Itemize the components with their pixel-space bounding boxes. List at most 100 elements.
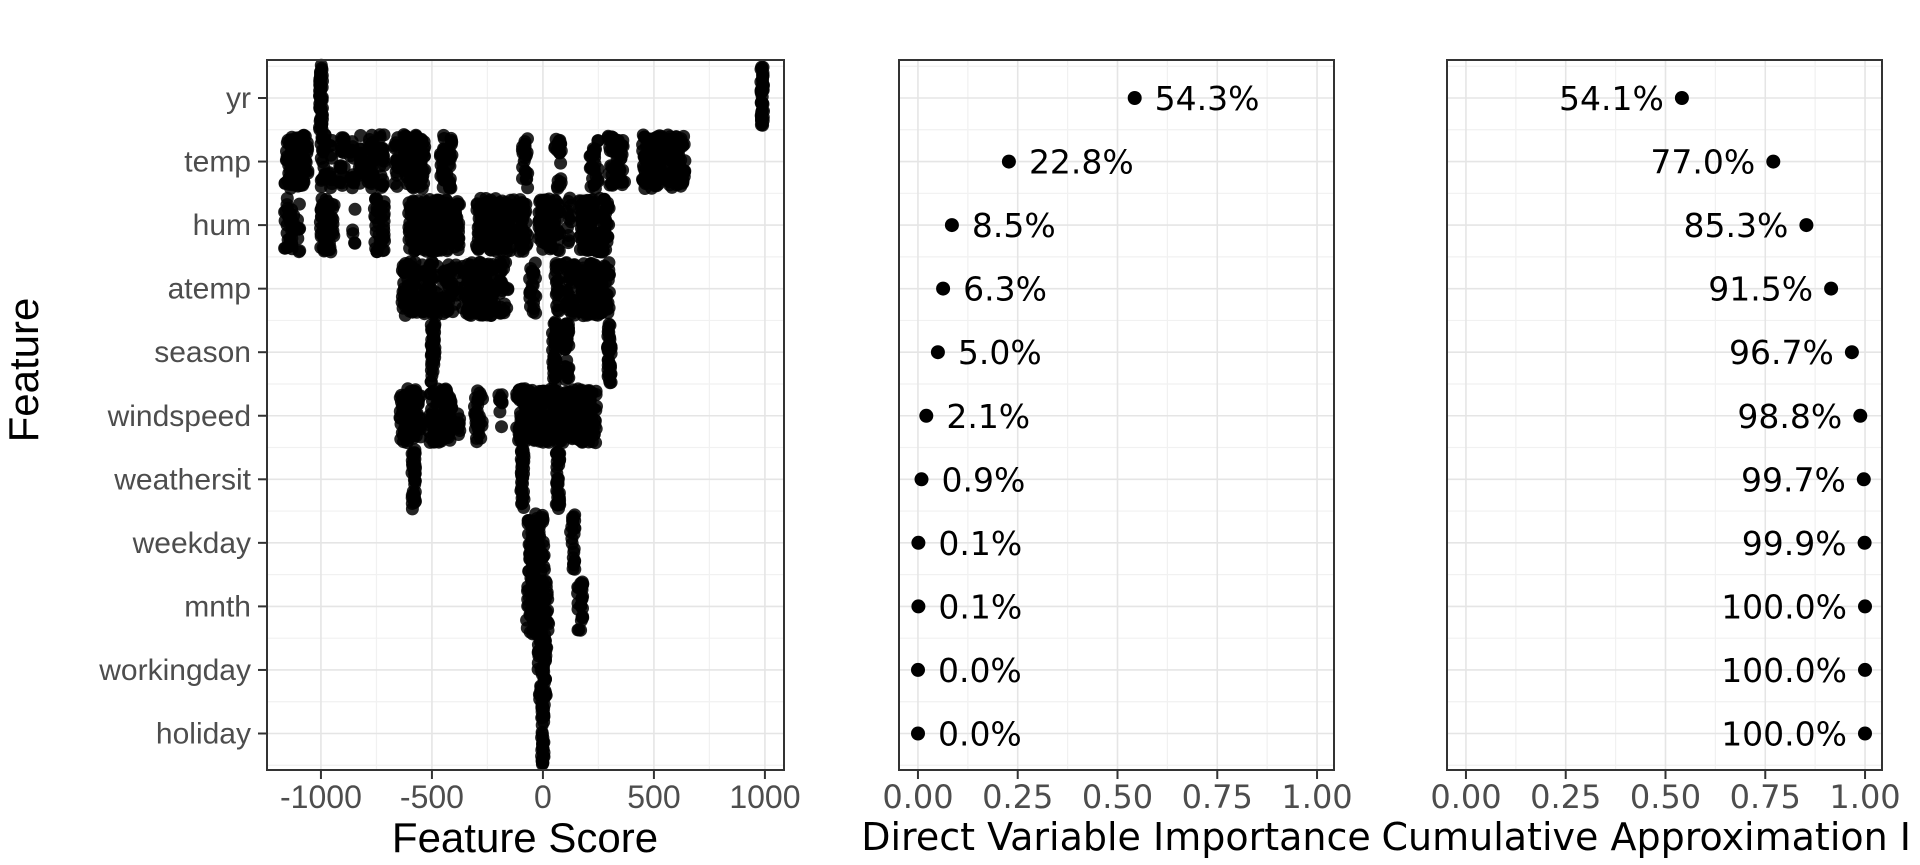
point-label: 5.0%	[958, 333, 1042, 372]
point	[552, 385, 566, 399]
point	[558, 360, 572, 374]
point	[315, 110, 329, 124]
point-label: 54.3%	[1155, 79, 1260, 118]
point	[602, 325, 616, 339]
point	[493, 393, 506, 407]
point	[560, 204, 574, 218]
point	[523, 547, 537, 561]
point	[292, 161, 306, 175]
point	[548, 332, 562, 346]
point	[578, 433, 592, 447]
point	[528, 398, 542, 412]
point	[588, 143, 602, 157]
point	[376, 173, 390, 187]
point	[554, 176, 568, 190]
point	[444, 181, 458, 195]
point	[520, 613, 534, 627]
point	[515, 455, 529, 469]
point	[526, 278, 540, 292]
point	[584, 257, 598, 270]
point	[643, 149, 657, 163]
y-tick-label-windspeed: windspeed	[107, 400, 251, 433]
strip-points	[278, 58, 770, 771]
point-label: 0.0%	[938, 715, 1022, 754]
point	[568, 554, 582, 568]
point	[376, 152, 390, 166]
point	[436, 169, 450, 183]
point	[562, 303, 576, 317]
point	[348, 236, 362, 250]
x-axis-title-direct-importance: Direct Variable Importance	[861, 815, 1371, 859]
point	[581, 402, 595, 416]
point	[408, 474, 422, 488]
point	[575, 234, 589, 248]
point	[535, 725, 549, 739]
point	[536, 209, 550, 223]
point	[530, 611, 544, 625]
y-tick-label-workingday: workingday	[98, 654, 251, 687]
point-label: 54.1%	[1559, 79, 1664, 118]
point	[518, 206, 532, 220]
point	[636, 138, 650, 152]
point	[297, 175, 311, 189]
point	[476, 279, 490, 293]
point	[280, 150, 294, 164]
point-label: 0.9%	[942, 460, 1026, 499]
y-tick-label-weekday: weekday	[132, 527, 251, 560]
point	[376, 141, 390, 155]
point	[600, 288, 614, 302]
point	[388, 177, 402, 190]
point	[427, 284, 441, 298]
point	[403, 159, 417, 173]
point	[323, 228, 337, 242]
point	[528, 531, 542, 545]
y-tick-label-temp: temp	[184, 146, 251, 179]
x-tick-label: -1000	[280, 779, 362, 815]
y-tick-label-holiday: holiday	[156, 718, 251, 751]
point	[403, 139, 417, 153]
panel-direct-importance: 54.3% 22.8% 8.5% 6.3% 5.0% 2.1% 0.9% 0.1% 0.1% 0.…	[882, 59, 1353, 816]
panel-cumulative-importance: 54.1% 77.0% 85.3% 91.5% 96.7% 98.8% 99.7% 99.9%…	[1430, 59, 1901, 816]
point	[427, 328, 441, 342]
point	[551, 472, 565, 486]
point	[324, 148, 338, 162]
point-label: 6.3%	[963, 270, 1047, 309]
point	[481, 261, 495, 275]
point	[516, 140, 530, 154]
importance-point	[1853, 408, 1868, 423]
point	[547, 411, 561, 425]
x-tick-label: 1000	[729, 779, 800, 815]
point-label: 98.8%	[1737, 397, 1842, 436]
point	[554, 156, 568, 170]
x-tick-label: 1.00	[1829, 778, 1900, 816]
point	[583, 268, 597, 282]
point	[413, 139, 427, 153]
point	[560, 317, 574, 331]
point	[515, 475, 529, 489]
point	[407, 488, 421, 502]
point	[564, 281, 577, 295]
point	[469, 411, 483, 425]
point	[517, 230, 531, 244]
point	[483, 243, 497, 257]
x-tick-label: 0.75	[1730, 778, 1801, 816]
point	[465, 294, 479, 308]
importance-point	[1766, 154, 1781, 169]
point	[540, 641, 554, 655]
point	[428, 194, 442, 208]
point	[582, 289, 596, 302]
point	[425, 358, 439, 372]
point	[571, 586, 585, 600]
importance-point	[1858, 726, 1872, 741]
point	[597, 225, 610, 239]
x-tick-label: 0.00	[1430, 778, 1501, 816]
x-tick-label: 0.25	[1530, 778, 1601, 816]
point	[496, 237, 510, 251]
point	[515, 220, 528, 234]
point	[440, 387, 454, 401]
importance-point	[944, 218, 959, 233]
point	[292, 197, 306, 211]
point	[471, 422, 485, 436]
importance-point	[1858, 599, 1872, 614]
